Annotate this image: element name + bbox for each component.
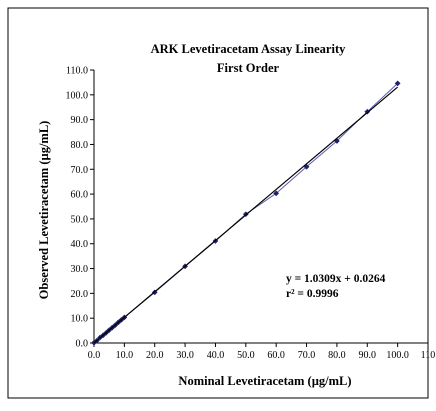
y-tick-label: 50.0: [71, 214, 89, 225]
x-tick-label: 100.0: [386, 350, 409, 361]
plot-area: 0.0 10.0 20.0 30.0 40.0 50.0 60.0 70.0 80.0 90.0 1…: [66, 66, 436, 362]
chart-area-border: [7, 7, 429, 399]
y-axis-label: Observed Levetiracetam (µg/mL): [37, 121, 51, 300]
y-tick-label: 40.0: [71, 239, 89, 250]
x-tick-label: 80.0: [328, 350, 346, 361]
chart-subtitle: First Order: [217, 61, 280, 75]
data-point: [394, 80, 401, 87]
x-tick-label: 30.0: [176, 350, 194, 361]
x-tick-label: 50.0: [237, 350, 255, 361]
data-point: [273, 190, 280, 197]
x-tick-label: 0.0: [88, 350, 101, 361]
x-axis-label: Nominal Levetiracetam (µg/mL): [178, 374, 351, 388]
x-tick-label: 10.0: [116, 350, 134, 361]
x-tick-label: 70.0: [298, 350, 316, 361]
y-tick-label: 70.0: [71, 165, 89, 176]
y-tick-label: 90.0: [71, 115, 89, 126]
x-tick-label: 60.0: [267, 350, 285, 361]
y-tick-label: 100.0: [66, 90, 89, 101]
x-tick-label: 90.0: [359, 350, 377, 361]
y-tick-label: 0.0: [76, 339, 89, 350]
trendline-equation: y = 1.0309x + 0.0264: [286, 273, 386, 285]
y-tick-label: 60.0: [71, 190, 89, 201]
x-tick-label: 110: [421, 350, 436, 361]
trendline: [93, 86, 399, 344]
chart-title: ARK Levetiracetam Assay Linearity: [151, 42, 347, 56]
y-tick-label: 110.0: [66, 66, 88, 77]
y-tick-label: 10.0: [71, 314, 89, 325]
x-tick-label: 40.0: [207, 350, 225, 361]
x-tick-label: 20.0: [146, 350, 164, 361]
r-squared-label: r² = 0.9996: [286, 288, 339, 300]
y-tick-label: 30.0: [71, 264, 89, 275]
y-tick-label: 80.0: [71, 140, 89, 151]
y-tick-label: 20.0: [71, 289, 89, 300]
